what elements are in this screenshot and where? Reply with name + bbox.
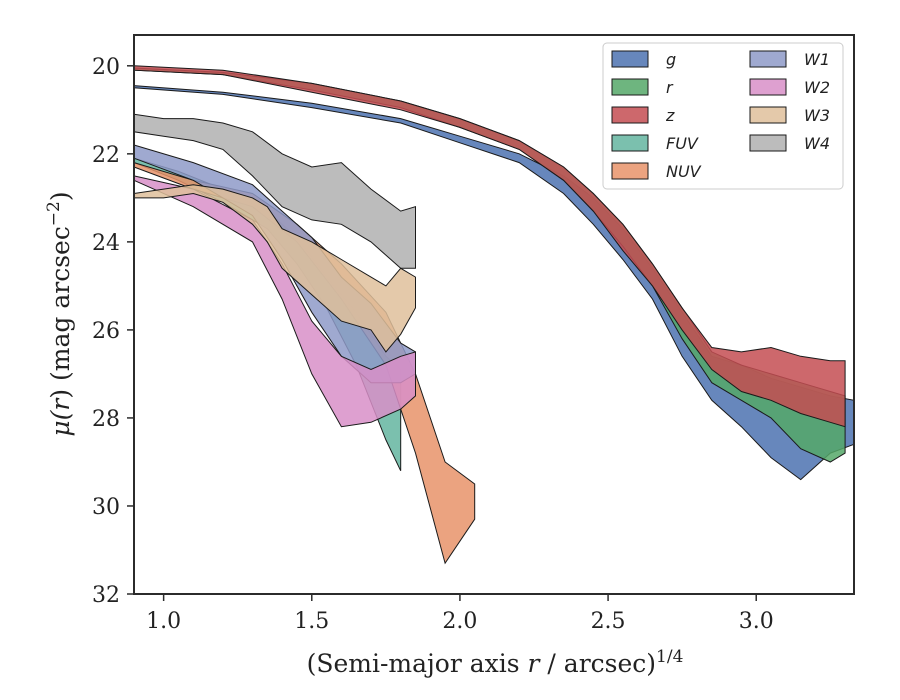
- x-tick-label: 2.0: [442, 609, 477, 634]
- area-series-nuv: [133, 161, 476, 565]
- y-tick-label: 22: [92, 143, 120, 168]
- legend-swatch-g: [611, 50, 649, 68]
- legend-label-g: g: [666, 50, 676, 69]
- legend-swatch-w4: [749, 134, 787, 152]
- area-series-w3: [133, 184, 416, 353]
- legend-label-nuv: NUV: [666, 162, 702, 181]
- x-tick-label: 1.5: [294, 609, 329, 634]
- x-tick-label: 2.5: [591, 609, 626, 634]
- profile-areas: [133, 65, 855, 565]
- y-tick-label: 24: [92, 231, 120, 256]
- legend: grz FUV NUV W1 W2 W3 W4: [602, 42, 844, 190]
- y-tick-label: 20: [92, 55, 120, 80]
- legend-swatch-w2: [749, 78, 787, 96]
- legend-swatch-w3: [749, 106, 787, 124]
- legend-swatch-r: [611, 78, 649, 96]
- y-tick-label: 28: [92, 407, 120, 432]
- legend-label-w3: W3: [804, 106, 830, 125]
- x-tick-label: 3.0: [739, 609, 774, 634]
- legend-swatch-nuv: [611, 162, 649, 180]
- legend-label-w4: W4: [804, 134, 830, 153]
- area-series-w4: [133, 113, 416, 269]
- legend-label-z: z: [665, 106, 675, 125]
- y-tick-label: 32: [92, 583, 120, 608]
- legend-swatch-z: [611, 106, 649, 124]
- legend-swatch-fuv: [611, 134, 649, 152]
- y-tick-label: 30: [92, 495, 120, 520]
- plot-frame: [133, 34, 855, 595]
- x-tick-label: 1.0: [146, 609, 181, 634]
- area-series-z: [133, 65, 846, 428]
- legend-label-fuv: FUV: [666, 134, 699, 153]
- y-tick-label: 26: [92, 319, 120, 344]
- y-axis-label: μ(r) (mag arcsec−2): [44, 191, 75, 436]
- legend-swatch-w1: [749, 50, 787, 68]
- legend-label-r: r: [666, 78, 674, 97]
- x-axis-label: (Semi-major axis r / arcsec)1/4: [307, 647, 684, 678]
- legend-label-w2: W2: [804, 78, 830, 97]
- legend-label-w1: W1: [804, 50, 830, 69]
- axis-ticks: 1.0 1.5 2.0 2.5 3.0 20 22 24 26 28 30 32: [92, 55, 774, 634]
